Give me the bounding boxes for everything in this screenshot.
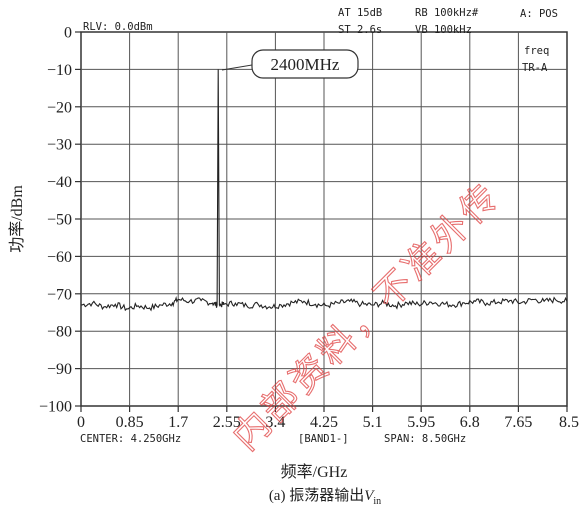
x-tick-label: 2.55 — [213, 414, 241, 431]
header-st: ST 2.6s — [338, 24, 382, 36]
caption-sub: in — [373, 496, 381, 507]
footer-center: CENTER: 4.250GHz — [80, 433, 181, 445]
grid — [81, 32, 567, 406]
header-rlv: RLV: 0.0dBm — [83, 21, 153, 33]
header-freq: freq — [524, 45, 549, 57]
caption-prefix: (a) 振荡器输出 — [269, 487, 364, 504]
y-tick-label: −20 — [47, 99, 72, 116]
peak-callout-box — [251, 49, 359, 79]
header-vb: VB 100kHz — [415, 24, 472, 36]
x-tick-label: 5.95 — [407, 414, 435, 431]
x-axis-label: 频率/GHz — [281, 463, 348, 481]
x-tick-label: 6.8 — [460, 414, 480, 431]
y-tick-label: −80 — [47, 324, 72, 341]
header-rb: RB 100kHz# — [415, 7, 479, 19]
header-trace: TR-A — [522, 62, 548, 74]
spectrum-trace — [80, 69, 568, 312]
y-tick-label: −40 — [47, 174, 72, 191]
figure-caption: (a) 振荡器输出Vin — [269, 487, 381, 507]
caption-var: V — [364, 488, 375, 504]
x-tick-label: 4.25 — [310, 414, 338, 431]
x-tick-label: 7.65 — [504, 414, 532, 431]
y-tick-label: −60 — [47, 249, 72, 266]
y-tick-label: −70 — [47, 286, 72, 303]
x-tick-label: 8.5 — [559, 414, 579, 431]
header-at: AT 15dB — [338, 7, 382, 19]
y-axis-label: 功率/dBm — [8, 185, 26, 253]
y-tick-label: −100 — [39, 399, 72, 416]
y-tick-label: −90 — [47, 361, 72, 378]
footer-span: SPAN: 8.50GHz — [384, 433, 466, 445]
y-tick-label: −30 — [47, 137, 72, 154]
x-tick-label: 0.85 — [116, 414, 144, 431]
x-tick-label: 0 — [77, 414, 85, 431]
x-axis-ticks: 0 0.85 1.7 2.55 3.4 4.25 5.1 5.95 6.8 7.65 8.5 — [77, 406, 579, 431]
series-group — [80, 69, 568, 312]
y-tick-label: −50 — [47, 212, 72, 229]
x-tick-label: 1.7 — [168, 414, 188, 431]
peak-annotation: 2400MHz — [271, 55, 340, 74]
y-tick-label: −10 — [47, 62, 72, 79]
x-tick-label: 5.1 — [363, 414, 383, 431]
x-tick-label: 3.4 — [265, 414, 285, 431]
y-axis-ticks: 0 −10 −20 −30 −40 −50 −60 −70 −80 −90 −100 — [39, 25, 81, 416]
footer-band: [BAND1-] — [298, 433, 349, 445]
header-mode: A: POS — [520, 8, 558, 20]
y-tick-label: 0 — [64, 25, 72, 42]
